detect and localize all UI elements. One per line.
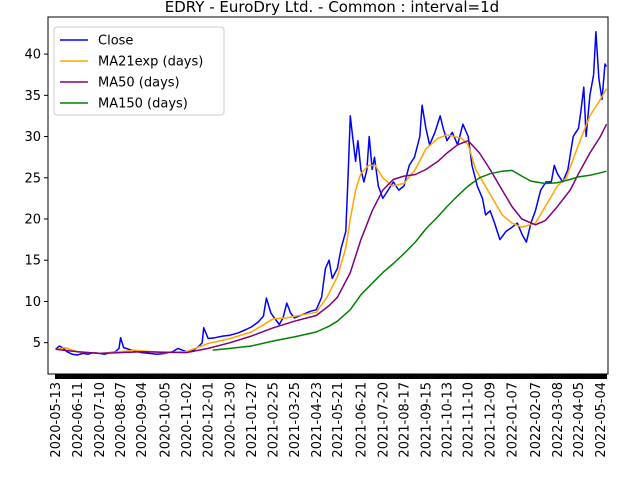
x-tick-label: 2022-03-08: [551, 382, 566, 458]
x-tick-label: 2020-07-10: [93, 382, 108, 458]
legend-label: MA21exp (days): [98, 55, 203, 70]
x-tick-label: 2021-12-09: [484, 382, 499, 458]
x-tick-label: 2022-04-05: [572, 382, 587, 458]
x-tick-label: 2020-12-01: [202, 382, 217, 458]
plot-frame: [47, 16, 609, 375]
x-tick-label: 2021-03-25: [288, 382, 303, 458]
x-tick-label: 2021-10-13: [441, 382, 456, 458]
y-tick-label: 35: [24, 89, 41, 104]
legend-label: Close: [98, 34, 133, 49]
legend-label: MA150 (days): [98, 97, 188, 112]
x-tick-label: 2022-02-07: [529, 382, 544, 458]
x-tick-label: 2021-04-23: [310, 382, 325, 458]
x-tick-label: 2021-11-10: [462, 382, 477, 458]
x-tick-label: 2021-05-21: [331, 382, 346, 458]
x-tick-label: 2022-05-04: [594, 382, 609, 458]
series-line-ma50-days: [55, 123, 608, 355]
x-tick-label: 2021-07-20: [376, 382, 391, 458]
x-tick-label: 2021-02-25: [267, 382, 282, 458]
chart-title: EDRY - EuroDry Ltd. - Common : interval=…: [165, 0, 499, 16]
y-tick-label: 15: [24, 254, 41, 269]
series-layer: [55, 31, 608, 356]
x-tick-label: 2022-01-07: [506, 382, 521, 458]
y-tick-label: 20: [24, 212, 41, 227]
series-line-ma150-days: [212, 169, 607, 351]
x-tick-label: 2020-06-11: [71, 382, 86, 458]
series-line-close: [55, 31, 608, 356]
x-tick-label: 2021-06-21: [354, 382, 369, 458]
y-tick-label: 25: [24, 171, 41, 186]
x-tick-label: 2020-08-07: [114, 382, 129, 458]
x-tick-label: 2020-05-13: [49, 382, 64, 458]
x-tick-label: 2020-10-05: [159, 382, 174, 458]
legend-label: MA50 (days): [98, 76, 180, 91]
x-tick-label: 2021-01-27: [245, 382, 260, 458]
x-tick-label: 2021-09-15: [419, 382, 434, 458]
y-tick-label: 10: [24, 295, 41, 310]
x-tick-label: 2020-12-30: [224, 382, 239, 458]
x-tick-label: 2021-08-17: [398, 382, 413, 458]
axes-layer: 5 10 15 20 25 30 35 40 2020-05-13 2020-06-11 2020-…: [24, 16, 609, 458]
legend-box: [53, 26, 225, 116]
y-tick-label: 30: [24, 130, 41, 145]
y-tick-label: 40: [24, 48, 41, 63]
y-tick-label: 5: [33, 336, 41, 351]
x-tick-label: 2020-09-04: [135, 382, 150, 458]
legend: Close MA21exp (days) MA50 (days) MA150 (day…: [53, 26, 225, 116]
x-tick-label: 2020-11-02: [180, 382, 195, 458]
